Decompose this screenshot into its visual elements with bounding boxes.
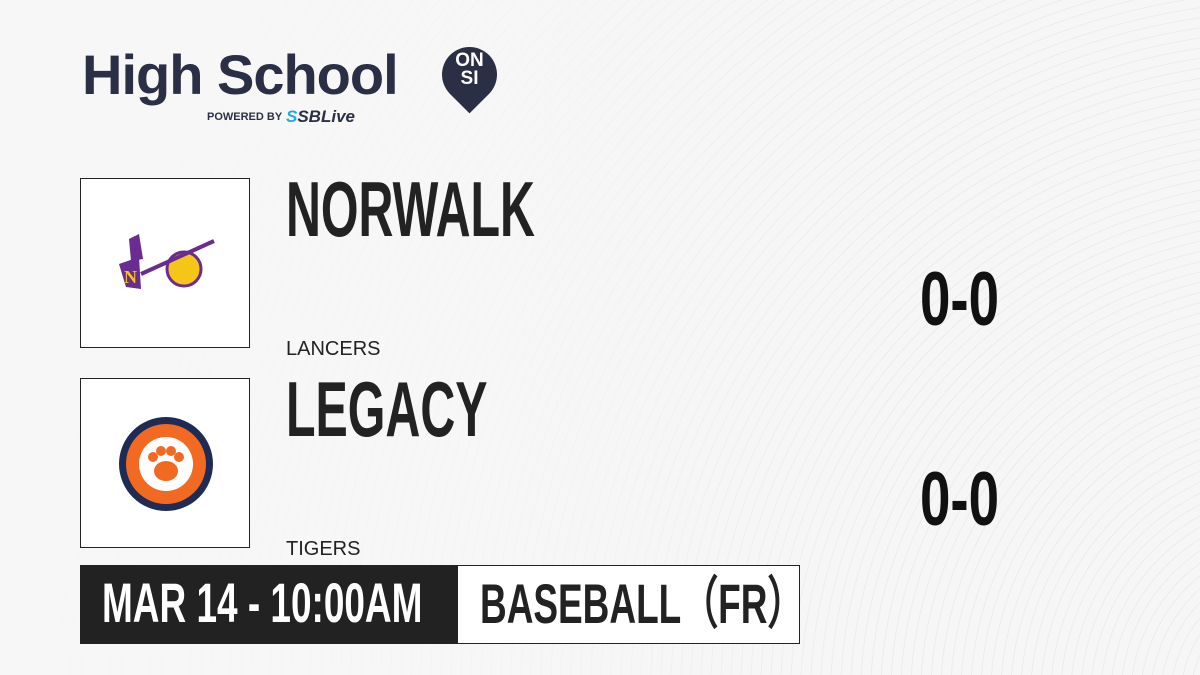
team-mascot: LANCERS	[286, 338, 381, 360]
powered-by: POWERED BY	[207, 111, 283, 123]
sblive-logo: SSBLive	[286, 107, 355, 126]
team-mascot: TIGERS	[286, 538, 361, 560]
brand-title: High School	[82, 43, 399, 106]
game-sport-box: BASEBALL（FR）	[457, 565, 804, 644]
team-logo-legacy	[80, 378, 250, 548]
team-logo-norwalk: N	[80, 178, 250, 348]
team-name: NORWALK	[286, 165, 535, 253]
brand-badge: ON SI	[455, 50, 484, 89]
team-name: LEGACY	[286, 365, 488, 453]
team-score: 0-0	[920, 457, 1000, 542]
game-sport: BASEBALL（FR）	[480, 572, 805, 635]
tiger-paw-icon	[119, 417, 213, 511]
team-score: 0-0	[920, 257, 1000, 342]
game-datetime: MAR 14 - 10:00AM	[102, 571, 423, 634]
svg-text:N: N	[124, 267, 137, 287]
game-datetime-box: MAR 14 - 10:00AM	[80, 565, 457, 644]
lancer-knight-icon: N	[119, 234, 215, 289]
